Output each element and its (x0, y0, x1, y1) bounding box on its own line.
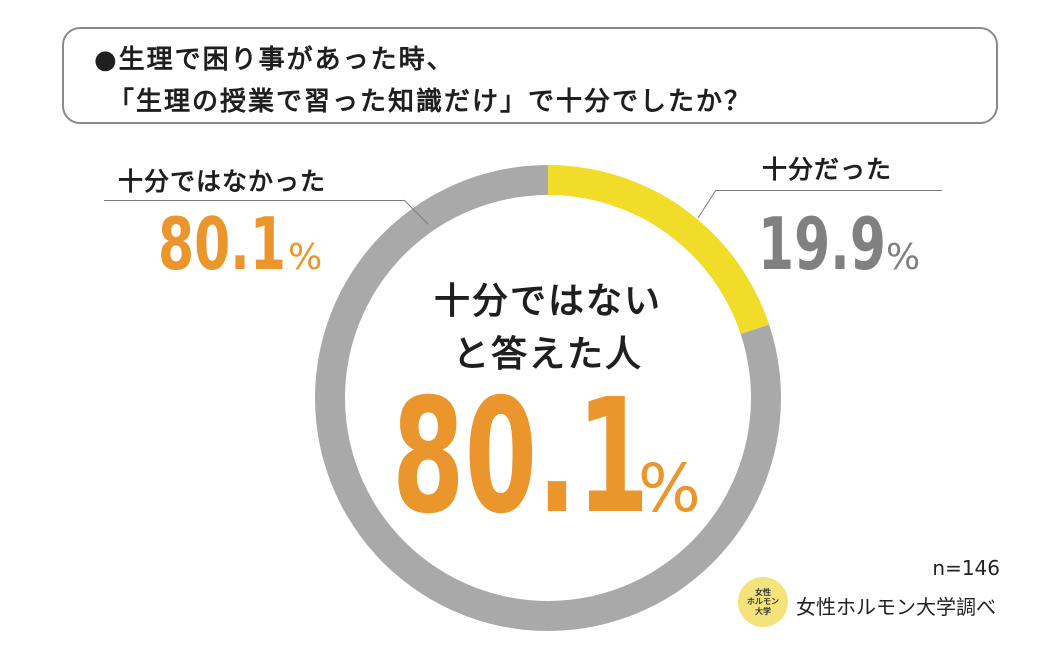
question-line-1: ●生理で困り事があった時、 (94, 45, 455, 75)
logo-text-1: 女性 (755, 588, 771, 598)
sample-size: n=146 (932, 556, 1000, 580)
slice-value-not-enough: 80.1 % (158, 208, 336, 280)
slice-value-not-enough-number: 80.1 (158, 202, 286, 286)
center-value-unit: % (638, 450, 701, 527)
center-value: 80.1 % (392, 378, 782, 536)
slice-value-enough: 19.9 % (758, 208, 936, 280)
center-value-number: 80.1 (392, 365, 650, 549)
donut-slice-enough (548, 165, 770, 335)
leader-line-enough (716, 190, 942, 191)
university-logo: 女性 ホルモン 大学 (738, 577, 788, 627)
slice-label-not-enough: 十分ではなかった (118, 167, 327, 196)
question-box: ●生理で困り事があった時、 「生理の授業で習った知識だけ」で十分でしたか？ (62, 27, 998, 124)
center-title-line-1: 十分ではない (433, 281, 662, 322)
leader-connector-not-enough (403, 199, 429, 225)
source-credit: 女性ホルモン大学調べ (796, 595, 996, 619)
slice-label-enough: 十分だった (762, 155, 893, 184)
leader-connector-enough (697, 189, 717, 219)
leader-line-not-enough (104, 200, 404, 201)
center-title-line-2: と答えた人 (452, 334, 643, 375)
slice-value-enough-number: 19.9 (758, 202, 886, 286)
logo-text-3: 大学 (755, 606, 771, 616)
question-line-2: 「生理の授業で習った知識だけ」で十分でしたか？ (108, 87, 753, 117)
slice-value-not-enough-unit: % (288, 237, 323, 278)
slice-value-enough-unit: % (886, 237, 921, 278)
logo-text-2: ホルモン (747, 597, 779, 607)
